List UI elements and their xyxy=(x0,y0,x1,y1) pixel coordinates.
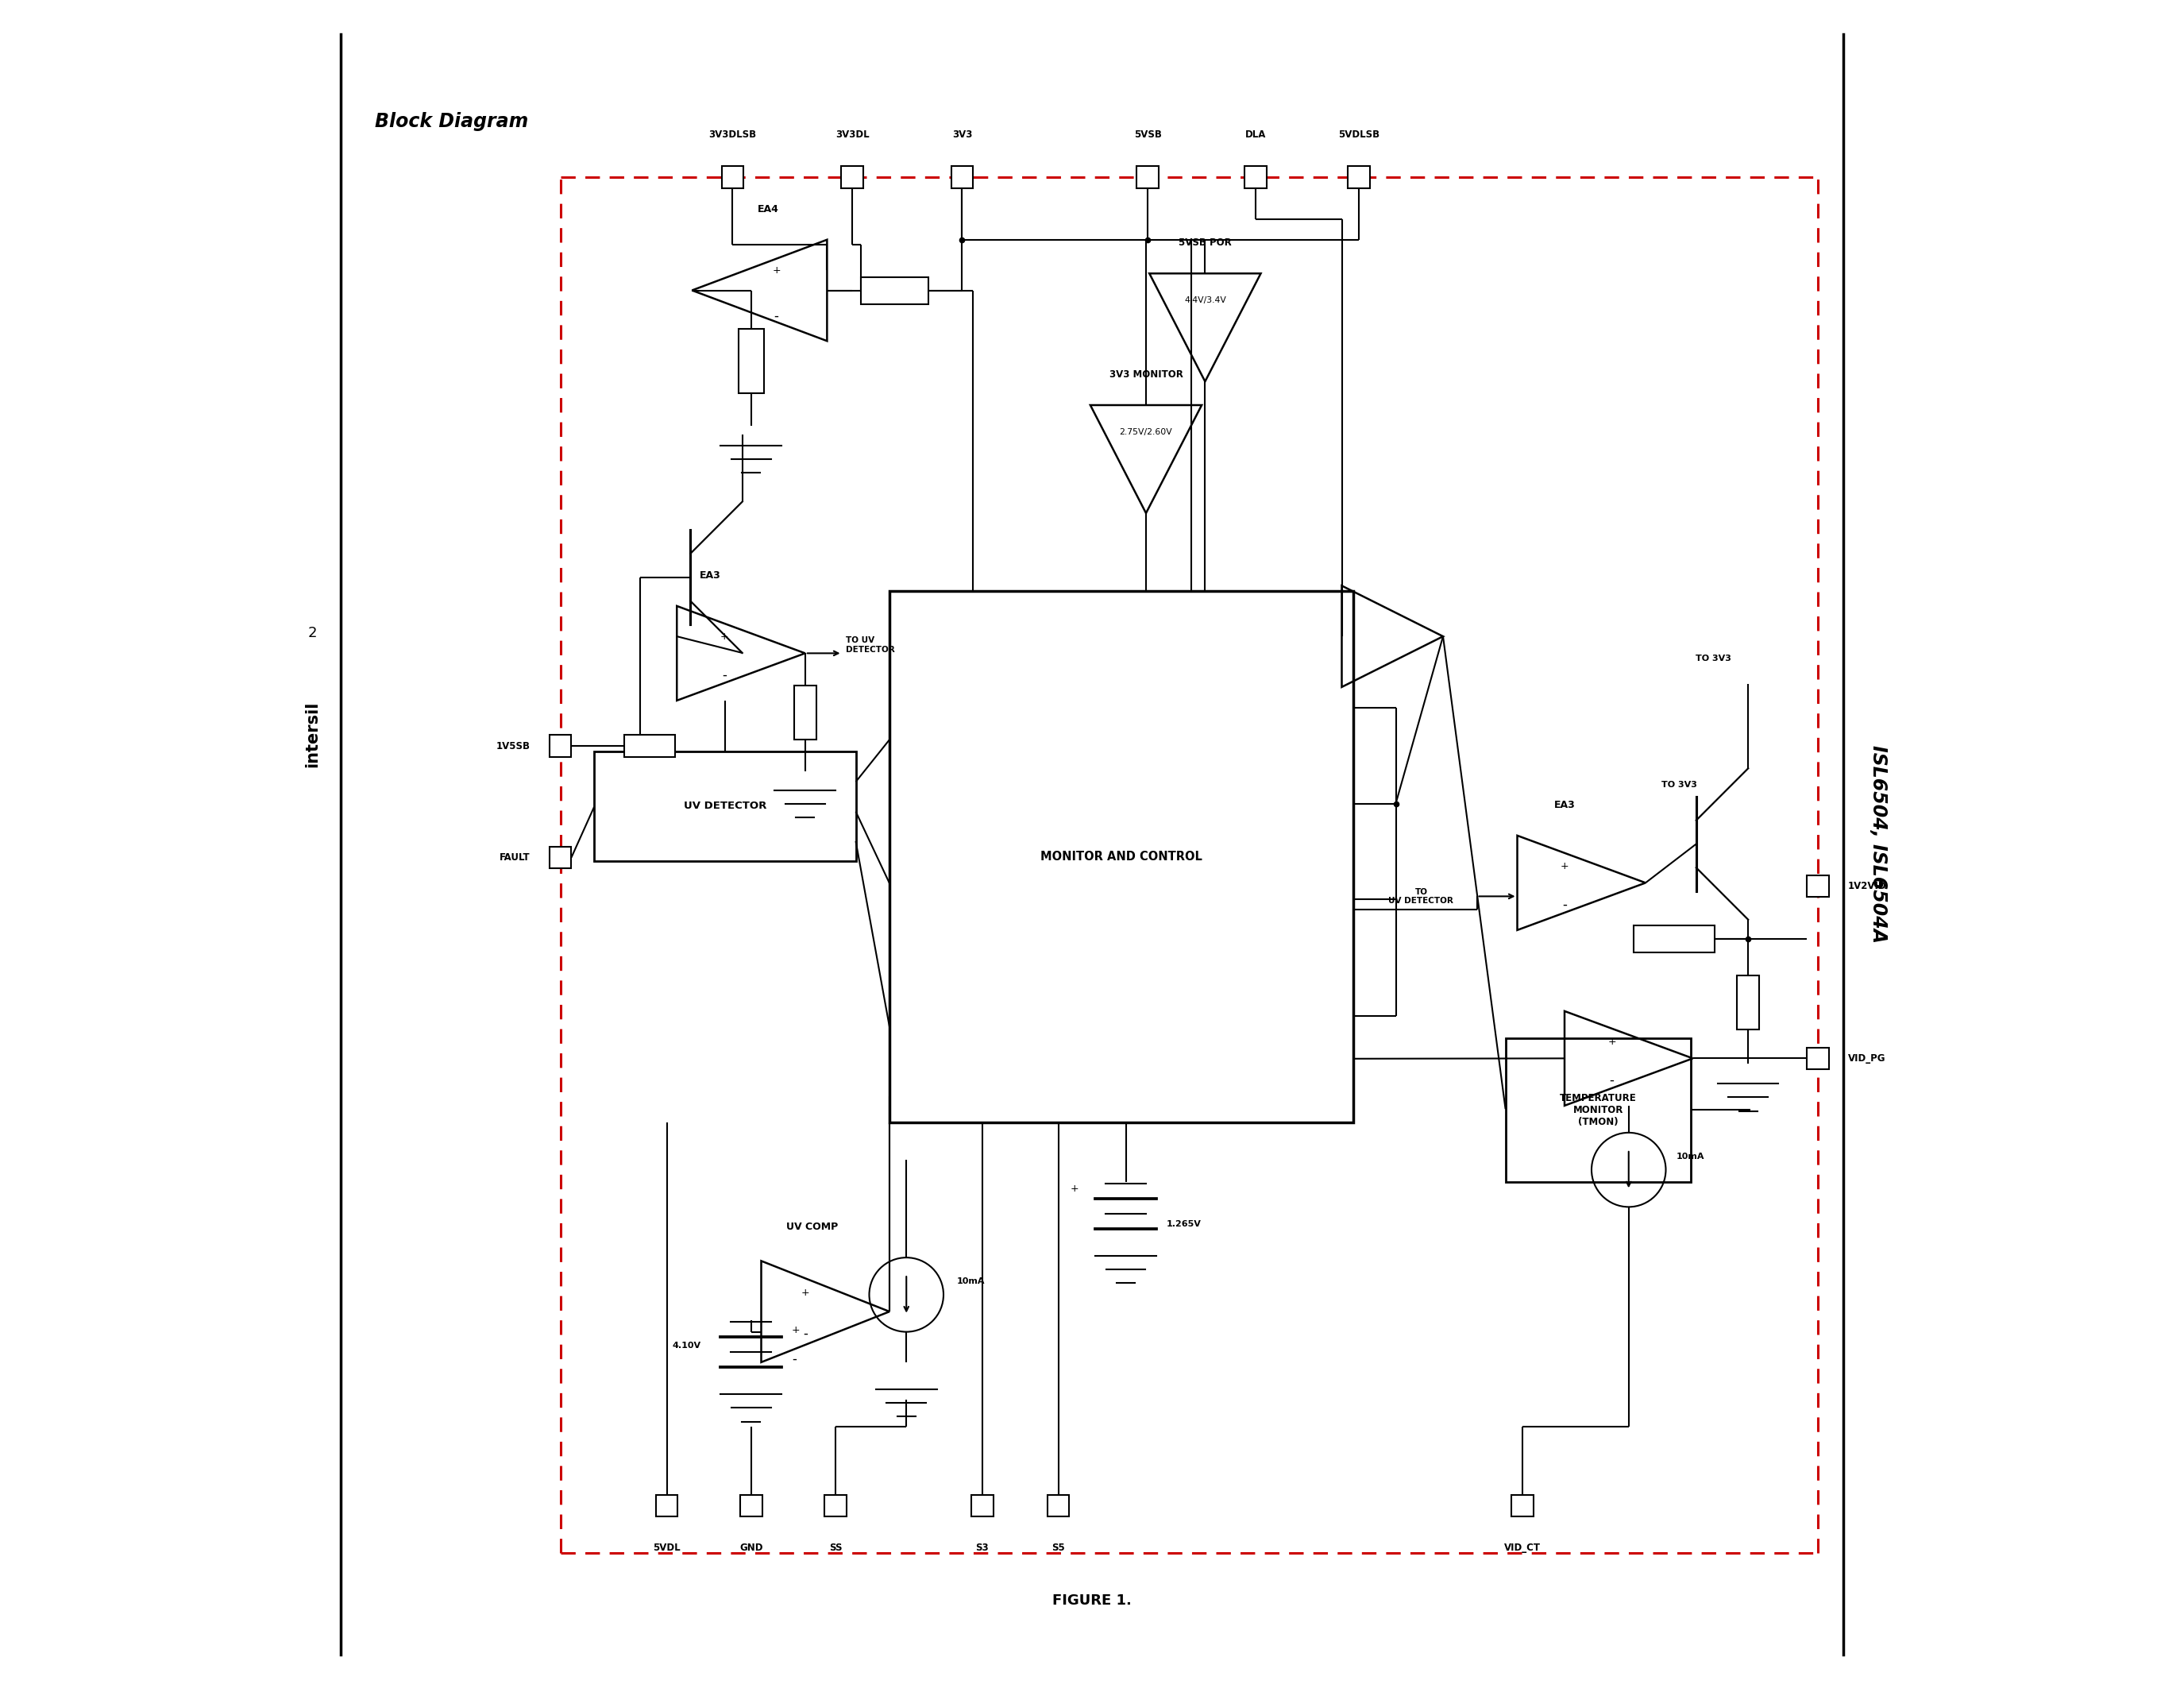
Bar xyxy=(740,1496,762,1516)
Text: +: + xyxy=(791,1325,799,1335)
Text: 1V2VID: 1V2VID xyxy=(1848,881,1887,891)
Text: SS: SS xyxy=(830,1543,843,1553)
Text: 5VDL: 5VDL xyxy=(653,1543,681,1553)
Bar xyxy=(550,734,572,756)
Bar xyxy=(655,1496,677,1516)
Text: 2.75V/2.60V: 2.75V/2.60V xyxy=(1120,429,1173,436)
Bar xyxy=(1736,976,1758,1030)
Bar xyxy=(721,165,743,187)
Text: VID_PG: VID_PG xyxy=(1848,1053,1885,1063)
Bar xyxy=(1806,874,1828,898)
Text: 2: 2 xyxy=(308,626,317,640)
Text: TO 3V3: TO 3V3 xyxy=(1662,782,1697,788)
Text: 1.265V: 1.265V xyxy=(1166,1220,1201,1227)
Text: 3V3DLSB: 3V3DLSB xyxy=(708,130,756,140)
Text: EA4: EA4 xyxy=(758,204,780,214)
Text: 10mA: 10mA xyxy=(957,1278,985,1285)
Bar xyxy=(625,734,675,756)
Text: -: - xyxy=(1610,1074,1614,1087)
Text: -: - xyxy=(804,1327,808,1340)
Text: 5VDLSB: 5VDLSB xyxy=(1339,130,1380,140)
Bar xyxy=(889,591,1354,1123)
Text: VID_CT: VID_CT xyxy=(1505,1543,1540,1553)
Bar xyxy=(550,847,572,868)
Bar xyxy=(594,751,856,861)
Text: 3V3 MONITOR: 3V3 MONITOR xyxy=(1109,370,1184,380)
Text: +: + xyxy=(1607,1036,1616,1047)
Text: DLA: DLA xyxy=(1245,130,1267,140)
Text: +: + xyxy=(802,1288,810,1298)
Text: +: + xyxy=(721,631,727,641)
Text: intersil: intersil xyxy=(304,701,321,768)
Text: TO UV
DETECTOR: TO UV DETECTOR xyxy=(845,636,895,653)
Text: FIGURE 1.: FIGURE 1. xyxy=(1053,1593,1131,1607)
Text: FAULT: FAULT xyxy=(500,852,531,863)
Bar xyxy=(1348,165,1369,187)
Text: S3: S3 xyxy=(976,1543,989,1553)
Text: 4.4V/3.4V: 4.4V/3.4V xyxy=(1184,297,1225,304)
Text: 5VSB: 5VSB xyxy=(1133,130,1162,140)
Text: +: + xyxy=(1070,1183,1079,1193)
Text: 3V3DL: 3V3DL xyxy=(836,130,869,140)
Text: -: - xyxy=(721,668,727,682)
Bar xyxy=(738,329,764,393)
Text: +: + xyxy=(1559,861,1568,871)
Text: +: + xyxy=(773,265,780,275)
Bar xyxy=(795,685,817,739)
Bar xyxy=(972,1496,994,1516)
Text: TO
UV DETECTOR: TO UV DETECTOR xyxy=(1389,888,1455,905)
Bar xyxy=(1511,1496,1533,1516)
Text: 5VSB POR: 5VSB POR xyxy=(1179,238,1232,248)
Text: ISL6504, ISL6504A: ISL6504, ISL6504A xyxy=(1870,744,1887,944)
Text: EA3: EA3 xyxy=(1553,800,1575,810)
Text: -: - xyxy=(773,309,780,322)
Text: S5: S5 xyxy=(1053,1543,1066,1553)
Bar xyxy=(826,1496,847,1516)
Bar xyxy=(950,165,974,187)
Bar xyxy=(1136,165,1160,187)
Bar xyxy=(860,277,928,304)
Bar xyxy=(1505,1038,1690,1182)
Text: UV COMP: UV COMP xyxy=(786,1222,839,1232)
Text: UV DETECTOR: UV DETECTOR xyxy=(684,800,767,812)
Text: 10mA: 10mA xyxy=(1675,1153,1704,1160)
Text: 1V5SB: 1V5SB xyxy=(496,741,531,751)
Bar xyxy=(1806,1047,1828,1070)
Text: MONITOR AND CONTROL: MONITOR AND CONTROL xyxy=(1040,851,1203,863)
Bar xyxy=(841,165,863,187)
Bar xyxy=(1634,925,1714,952)
Text: EA3: EA3 xyxy=(699,571,721,581)
Text: Block Diagram: Block Diagram xyxy=(376,111,529,132)
Text: -: - xyxy=(1562,898,1566,912)
Text: TEMPERATURE
MONITOR
(TMON): TEMPERATURE MONITOR (TMON) xyxy=(1559,1092,1636,1128)
Bar xyxy=(1048,1496,1070,1516)
Text: 4.10V: 4.10V xyxy=(673,1342,701,1349)
Text: -: - xyxy=(791,1352,797,1366)
Text: 3V3: 3V3 xyxy=(952,130,972,140)
Text: GND: GND xyxy=(740,1543,762,1553)
Bar xyxy=(1245,165,1267,187)
Text: TO 3V3: TO 3V3 xyxy=(1695,655,1732,663)
